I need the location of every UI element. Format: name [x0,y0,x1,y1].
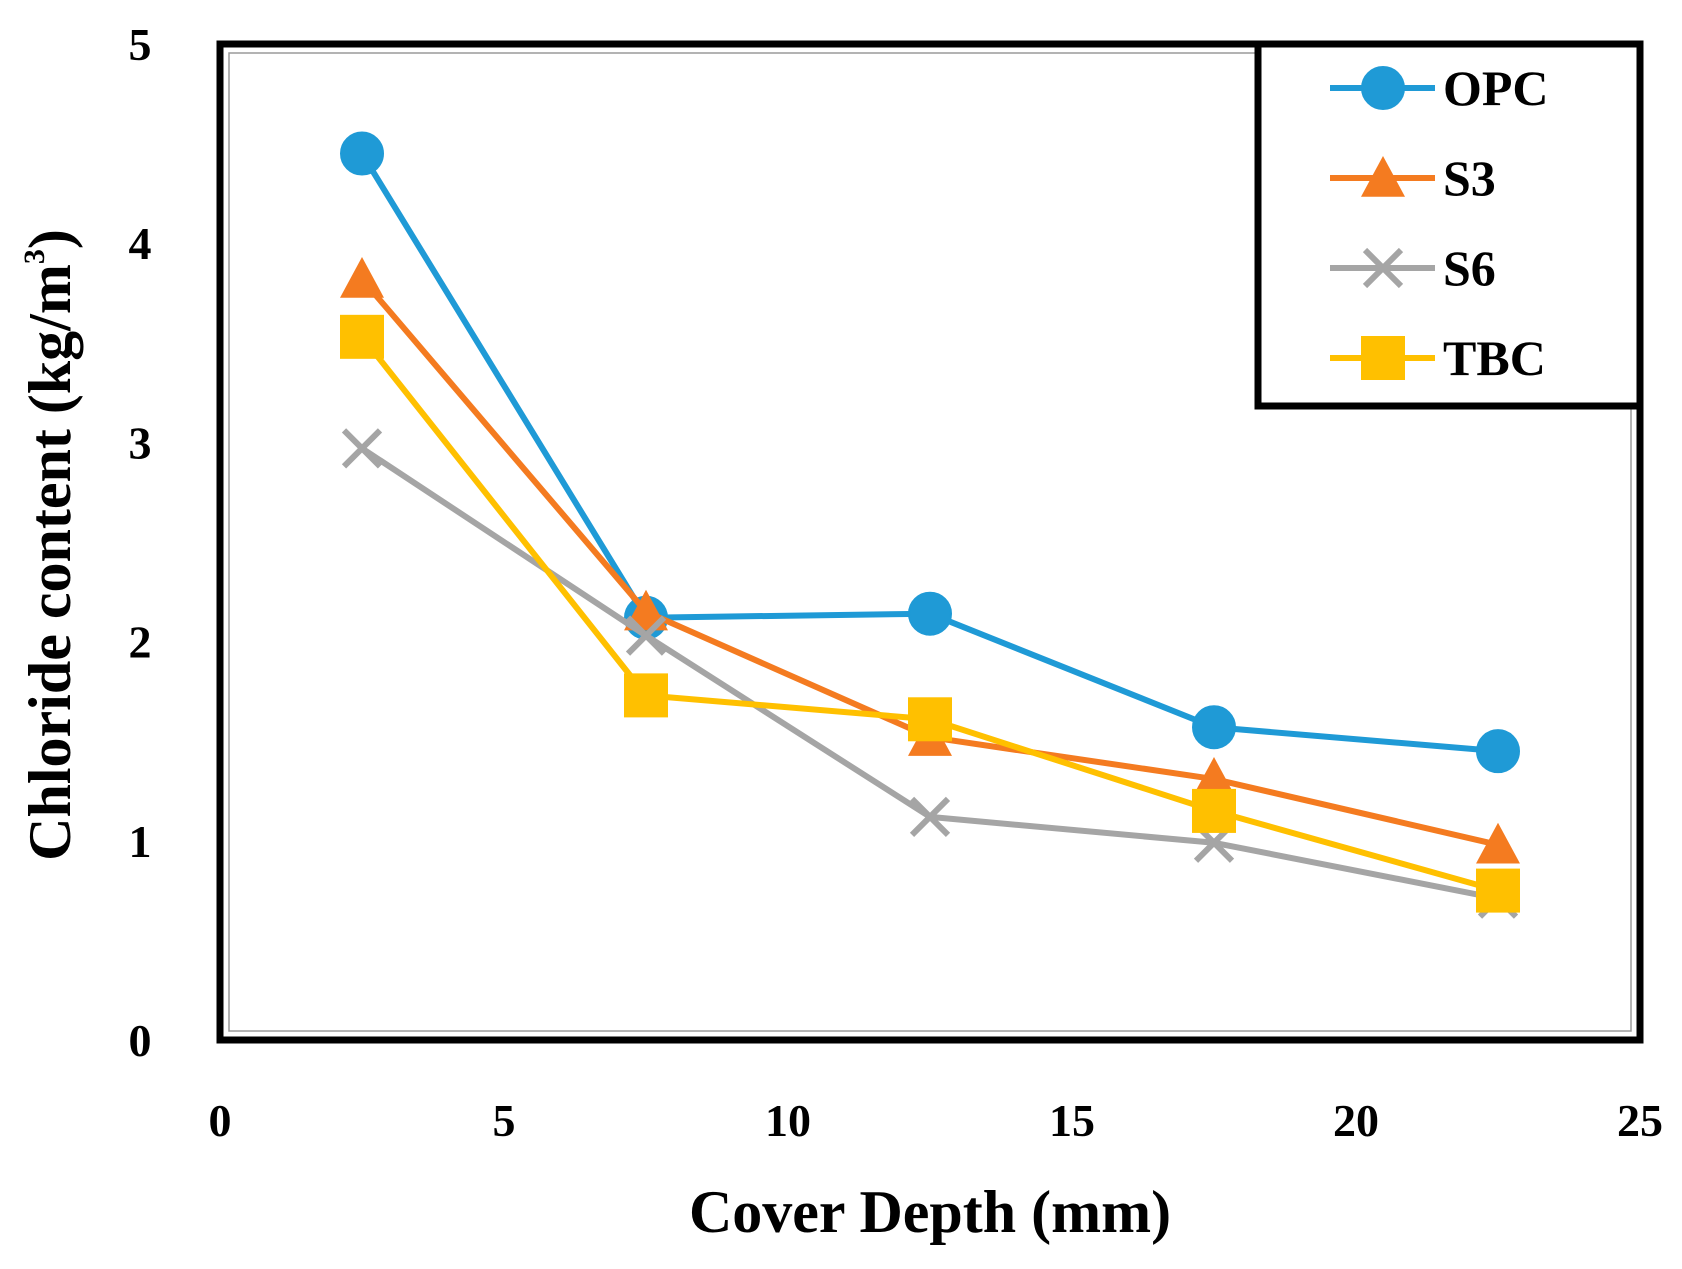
axes: 0 1 2 3 4 5 0 5 10 15 20 25 Cover Depth (mm) Chloride… [17,19,1663,1245]
y-tick-label: 1 [129,816,152,867]
data-point-tbc [340,314,384,359]
legend-marker [1362,247,1404,289]
x-marker-stroke [1362,247,1404,289]
y-tick-label: 3 [129,417,152,468]
legend-box [1254,40,1644,410]
x-marker-stroke [625,615,667,656]
x-tick-label: 5 [493,1095,516,1146]
legend-marker [1361,66,1405,110]
plot-area [340,131,1520,919]
data-point-s6 [625,615,667,656]
data-point-s6 [909,796,951,838]
y-axis-title-close: ) [17,229,83,249]
x-tick-label: 0 [209,1095,232,1146]
x-tick-label: 20 [1333,1095,1379,1146]
series-line [360,445,1499,902]
data-point-s3 [1192,757,1236,798]
x-marker-stroke [909,796,951,838]
data-point-s6 [341,428,383,469]
data-point-s3 [340,257,384,298]
legend-label: S6 [1443,240,1496,296]
y-tick-label: 2 [129,617,152,668]
legend: OPC S3 S6 TBC [1254,40,1644,410]
legend-entry-opc: OPC [1330,60,1549,116]
plot-frame [216,40,1644,1044]
data-point-s3 [1476,822,1520,864]
data-point-opc [340,131,384,176]
x-tick-label: 10 [765,1095,811,1146]
y-tick-label: 5 [129,19,152,70]
data-point-tbc [624,673,668,718]
y-axis-title-superscript: 3 [18,249,51,264]
series-tbc [340,314,1520,913]
plot-frame-inner [228,52,1632,1032]
x-axis-title: Cover Depth (mm) [689,1179,1171,1245]
legend-label: TBC [1443,330,1546,386]
legend-entry-tbc: TBC [1330,330,1546,386]
legend-label: OPC [1443,60,1549,116]
data-point-opc [1192,705,1236,750]
legend-label: S3 [1443,150,1496,206]
data-point-tbc [908,697,952,742]
data-point-opc [908,591,952,636]
x-tick-label: 25 [1617,1095,1663,1146]
data-point-opc [1476,729,1520,774]
y-axis-title: Chloride content (kg/m3) [17,229,83,861]
y-tick-label: 4 [129,218,152,269]
data-point-s3 [624,589,668,631]
legend-marker [1361,156,1405,197]
legend-entry-s3: S3 [1330,150,1496,206]
y-tick-label: 0 [129,1015,152,1066]
x-tick-label: 15 [1049,1095,1095,1146]
y-axis-title-main: Chloride content (kg/m [17,264,83,861]
data-point-tbc [1476,868,1520,913]
legend-marker [1361,336,1405,380]
x-marker-stroke [341,428,383,469]
data-point-tbc [1192,788,1236,833]
legend-entry-s6: S6 [1330,240,1496,296]
